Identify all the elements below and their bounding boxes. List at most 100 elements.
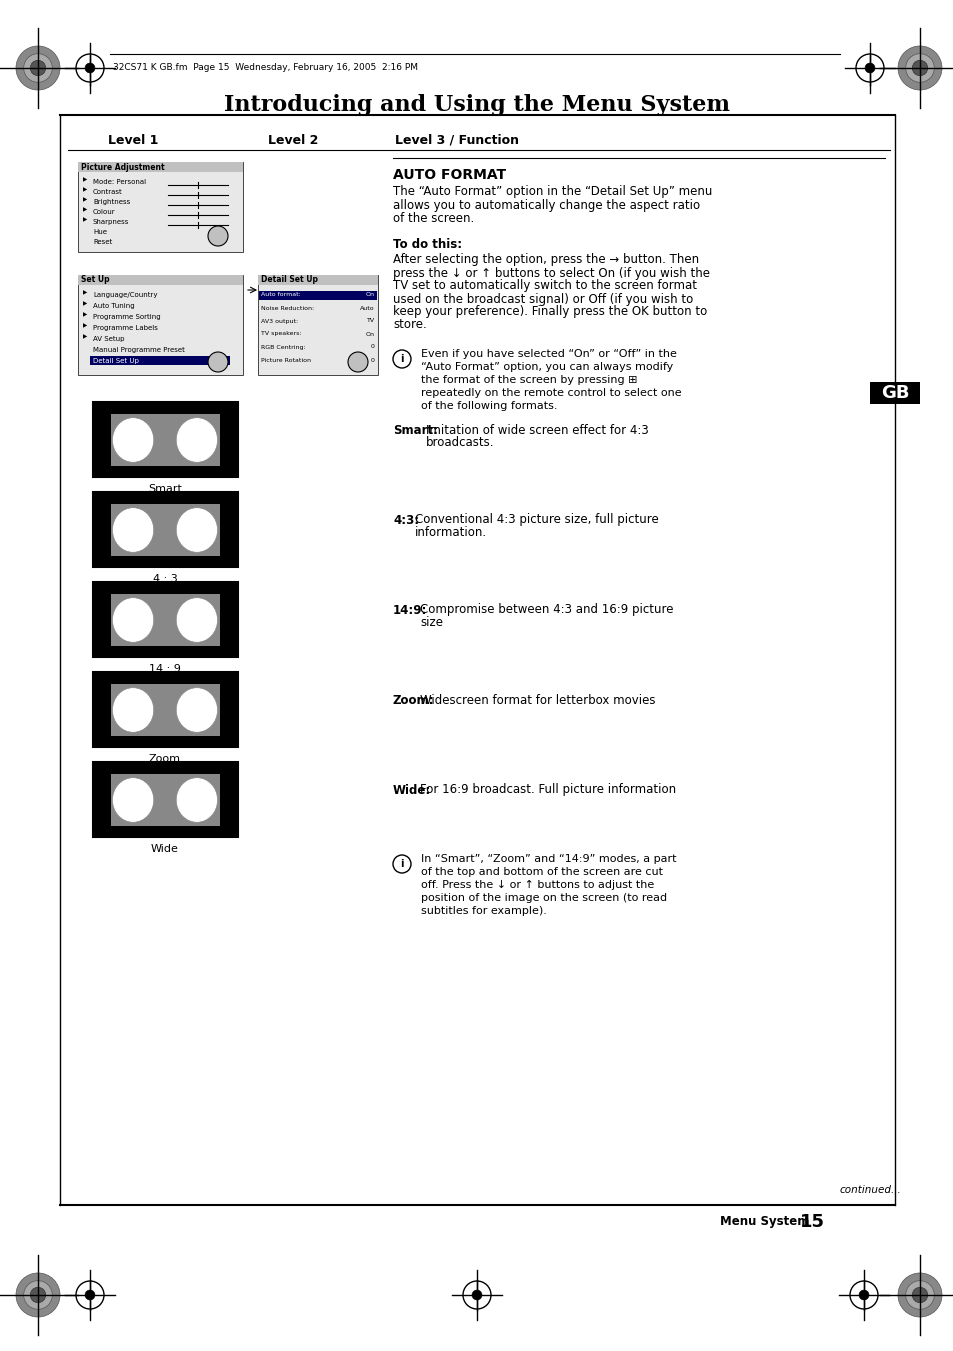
Text: Wide: Wide	[151, 844, 179, 854]
Text: Auto Tuning: Auto Tuning	[92, 303, 134, 309]
Text: Widescreen format for letterbox movies: Widescreen format for letterbox movies	[420, 693, 656, 707]
Text: Auto format:: Auto format:	[261, 293, 300, 297]
Text: 0: 0	[371, 345, 375, 350]
Bar	[92, 762, 237, 838]
Text: 4 : 3: 4 : 3	[152, 574, 177, 584]
Text: ▶: ▶	[83, 323, 87, 328]
Text: Detail Set Up: Detail Set Up	[261, 276, 317, 285]
Text: Level 3 / Function: Level 3 / Function	[395, 134, 518, 146]
Bar	[258, 290, 376, 300]
Text: Reset: Reset	[92, 239, 112, 245]
Text: AV Setup: AV Setup	[92, 336, 125, 342]
Text: the format of the screen by pressing ⊞: the format of the screen by pressing ⊞	[420, 376, 637, 385]
Circle shape	[911, 61, 926, 76]
Text: AUTO FORMAT: AUTO FORMAT	[393, 168, 506, 182]
Bar	[92, 492, 237, 567]
Bar	[111, 684, 219, 736]
Ellipse shape	[176, 688, 217, 732]
Text: To do this:: To do this:	[393, 239, 461, 251]
Text: Auto: Auto	[360, 305, 375, 311]
Text: Compromise between 4:3 and 16:9 picture: Compromise between 4:3 and 16:9 picture	[420, 604, 673, 616]
Ellipse shape	[112, 417, 153, 462]
Circle shape	[16, 46, 60, 91]
Text: TV set to automatically switch to the screen format: TV set to automatically switch to the sc…	[393, 280, 697, 293]
Text: repeatedly on the remote control to select one: repeatedly on the remote control to sele…	[420, 388, 680, 399]
Text: Manual Programme Preset: Manual Programme Preset	[92, 347, 185, 353]
Text: of the top and bottom of the screen are cut: of the top and bottom of the screen are …	[420, 867, 662, 877]
Bar	[78, 276, 243, 376]
Bar	[78, 162, 243, 172]
Text: allows you to automatically change the aspect ratio: allows you to automatically change the a…	[393, 199, 700, 212]
Text: used on the broadcast signal) or Off (if you wish to: used on the broadcast signal) or Off (if…	[393, 293, 693, 305]
Text: Menu System: Menu System	[720, 1216, 808, 1228]
Text: In “Smart”, “Zoom” and “14:9” modes, a part: In “Smart”, “Zoom” and “14:9” modes, a p…	[420, 854, 676, 865]
Text: ▶: ▶	[83, 188, 87, 192]
Circle shape	[30, 61, 46, 76]
Circle shape	[904, 54, 933, 82]
Text: store.: store.	[393, 319, 426, 331]
Bar	[257, 276, 377, 376]
Bar	[869, 382, 919, 404]
Bar	[78, 276, 243, 285]
Text: Programme Sorting: Programme Sorting	[92, 313, 160, 320]
Ellipse shape	[112, 778, 153, 823]
Ellipse shape	[112, 597, 153, 642]
Bar	[92, 582, 237, 657]
Text: ▶: ▶	[83, 177, 87, 182]
Text: of the screen.: of the screen.	[393, 212, 474, 224]
Text: 14 : 9: 14 : 9	[149, 663, 181, 674]
Text: Picture Adjustment: Picture Adjustment	[81, 162, 165, 172]
Circle shape	[85, 1290, 94, 1300]
Circle shape	[348, 353, 368, 372]
Circle shape	[24, 1281, 52, 1309]
Text: Mode: Personal: Mode: Personal	[92, 178, 146, 185]
Text: Smart: Smart	[148, 484, 182, 494]
Ellipse shape	[176, 778, 217, 823]
Circle shape	[472, 1290, 481, 1300]
Bar	[111, 413, 219, 466]
Text: “Auto Format” option, you can always modify: “Auto Format” option, you can always mod…	[420, 362, 673, 372]
Ellipse shape	[112, 508, 153, 553]
Text: Sharpness: Sharpness	[92, 219, 130, 226]
Text: Level 1: Level 1	[108, 134, 158, 146]
Text: Zoom: Zoom	[149, 754, 181, 765]
Text: Brightness: Brightness	[92, 199, 131, 205]
Ellipse shape	[176, 597, 217, 642]
Circle shape	[393, 855, 411, 873]
Text: On: On	[366, 331, 375, 336]
Text: Wide:: Wide:	[393, 784, 431, 797]
Text: Zoom:: Zoom:	[393, 693, 434, 707]
Text: i: i	[400, 354, 403, 363]
Bar	[111, 504, 219, 557]
Ellipse shape	[176, 417, 217, 462]
Text: 15: 15	[800, 1213, 824, 1231]
Text: press the ↓ or ↑ buttons to select On (if you wish the: press the ↓ or ↑ buttons to select On (i…	[393, 266, 709, 280]
Bar	[111, 593, 219, 646]
Text: The “Auto Format” option in the “Detail Set Up” menu: The “Auto Format” option in the “Detail …	[393, 185, 712, 199]
Text: Noise Reduction:: Noise Reduction:	[261, 305, 314, 311]
Text: ▶: ▶	[83, 335, 87, 339]
Bar	[111, 774, 219, 825]
Bar	[92, 403, 237, 477]
Text: TV speakers:: TV speakers:	[261, 331, 301, 336]
Text: ▶: ▶	[83, 208, 87, 212]
Text: keep your preference). Finally press the OK button to: keep your preference). Finally press the…	[393, 305, 706, 319]
Text: For 16:9 broadcast. Full picture information: For 16:9 broadcast. Full picture informa…	[420, 784, 676, 797]
Text: subtitles for example).: subtitles for example).	[420, 907, 546, 916]
Text: Picture Rotation: Picture Rotation	[261, 358, 311, 362]
Text: Colour: Colour	[92, 209, 115, 215]
Text: position of the image on the screen (to read: position of the image on the screen (to …	[420, 893, 666, 902]
Text: AV3 output:: AV3 output:	[261, 319, 297, 323]
Text: Introducing and Using the Menu System: Introducing and Using the Menu System	[224, 95, 729, 116]
Circle shape	[208, 353, 228, 372]
Text: GB: GB	[880, 384, 908, 403]
Text: ▶: ▶	[83, 301, 87, 307]
Text: continued...: continued...	[840, 1185, 901, 1196]
Text: of the following formats.: of the following formats.	[420, 401, 557, 411]
Circle shape	[16, 1273, 60, 1317]
Text: ▶: ▶	[83, 197, 87, 203]
Circle shape	[30, 1288, 46, 1302]
Ellipse shape	[112, 688, 153, 732]
Text: Language/Country: Language/Country	[92, 292, 157, 299]
Text: broadcasts.: broadcasts.	[426, 436, 494, 450]
